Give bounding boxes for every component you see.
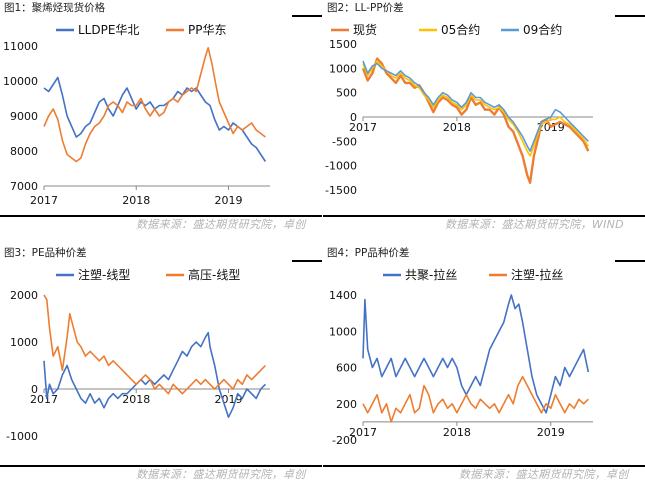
chart-title: 图4：PP品种价差 — [327, 247, 410, 259]
y-tick-label: 1500 — [329, 38, 357, 51]
chart-panel-2: 图2：LL-PP价差 -1500 -1000 -500 0 500 1000 1500 201… — [323, 0, 645, 242]
title-rule — [615, 260, 645, 262]
y-tick-label: 8000 — [10, 145, 38, 158]
chart-panel-4: 图4：PP品种价差 -200 200 600 1000 1400 2017 2018 2019… — [323, 245, 645, 487]
y-tick-label: -1000 — [325, 160, 357, 173]
y-tick-label: -200 — [332, 434, 357, 447]
x-tick-label: 2019 — [537, 426, 565, 439]
series-line-1 — [43, 76, 267, 162]
chart-svg: -200 200 600 1000 1400 2017 2018 2019 共聚-拉丝 注塑-拉丝 — [329, 267, 593, 447]
source-rule — [323, 465, 645, 467]
series-line-2 — [43, 47, 266, 163]
series-line-1 — [361, 57, 590, 184]
y-tick-label: 600 — [336, 362, 357, 375]
y-tick-label: -1500 — [325, 184, 357, 197]
series-line-3 — [362, 60, 589, 152]
x-tick-label: 2018 — [122, 194, 150, 207]
legend-label: 高压-线型 — [188, 267, 240, 282]
y-tick-label: 7000 — [10, 180, 38, 193]
y-tick-label: 11000 — [3, 40, 38, 53]
x-tick-label: 2018 — [443, 121, 471, 134]
chart-panel-3: 图3：PE品种价差 -1000 0 1000 2000 2017 2018 2019 注塑-线… — [0, 245, 322, 487]
source-rule — [0, 465, 322, 467]
legend-label: LLDPE华北 — [78, 23, 139, 37]
y-tick-label: 1000 — [329, 62, 357, 75]
source-note: 数据来源：盛达期货研究院，卓创 — [136, 468, 306, 481]
y-tick-label: 1000 — [10, 336, 38, 349]
y-tick-label: 0 — [31, 383, 38, 396]
source-note: 数据来源：盛达期货研究院，卓创 — [136, 218, 306, 231]
chart-title: 图2：LL-PP价差 — [327, 2, 404, 14]
y-tick-label: -1000 — [6, 430, 38, 443]
chart-svg: 7000 8000 9000 10000 11000 2017 2018 2019 LLDPE华… — [3, 23, 270, 207]
x-tick-label: 2017 — [30, 194, 58, 207]
legend-label: PP华东 — [188, 23, 226, 37]
series-line-2 — [43, 294, 266, 395]
x-tick-label: 2018 — [443, 426, 471, 439]
source-note: 数据来源：盛达期货研究院，卓创 — [459, 468, 629, 481]
series-line-2 — [362, 375, 589, 423]
y-tick-label: 2000 — [10, 289, 38, 302]
x-tick-label: 2019 — [214, 194, 242, 207]
legend-label: 现货 — [353, 22, 377, 37]
y-tick-label: 500 — [336, 87, 357, 100]
source-rule — [323, 215, 645, 217]
title-rule — [292, 15, 322, 17]
series-line-1 — [362, 294, 590, 414]
y-tick-label: 0 — [350, 111, 357, 124]
y-tick-label: 1000 — [329, 325, 357, 338]
chart-title: 图1：聚烯烃现货价格 — [4, 2, 106, 14]
x-tick-label: 2017 — [349, 121, 377, 134]
chart-panel-1: 图1：聚烯烃现货价格 7000 8000 9000 10000 11000 2017 201… — [0, 0, 322, 242]
legend-label: 05合约 — [441, 22, 480, 37]
source-rule — [0, 215, 322, 217]
series-line-1 — [43, 331, 266, 418]
legend-label: 09合约 — [523, 22, 562, 37]
y-tick-label: -500 — [332, 135, 357, 148]
x-tick-label: 2017 — [30, 393, 58, 406]
y-tick-label: 9000 — [10, 110, 38, 123]
x-tick-label: 2017 — [349, 426, 377, 439]
legend-label: 注塑-拉丝 — [511, 267, 563, 282]
y-tick-label: 200 — [336, 398, 357, 411]
series-line-2 — [362, 60, 589, 157]
x-tick-label: 2018 — [122, 393, 150, 406]
legend-label: 注塑-线型 — [78, 267, 130, 282]
chart-title: 图3：PE品种价差 — [4, 247, 87, 259]
source-note: 数据来源：盛达期货研究院，WIND — [445, 218, 624, 231]
title-rule — [292, 260, 322, 262]
y-tick-label: 10000 — [3, 75, 38, 88]
title-rule — [615, 15, 645, 17]
legend-label: 共聚-拉丝 — [405, 267, 457, 282]
y-tick-label: 1400 — [329, 289, 357, 302]
